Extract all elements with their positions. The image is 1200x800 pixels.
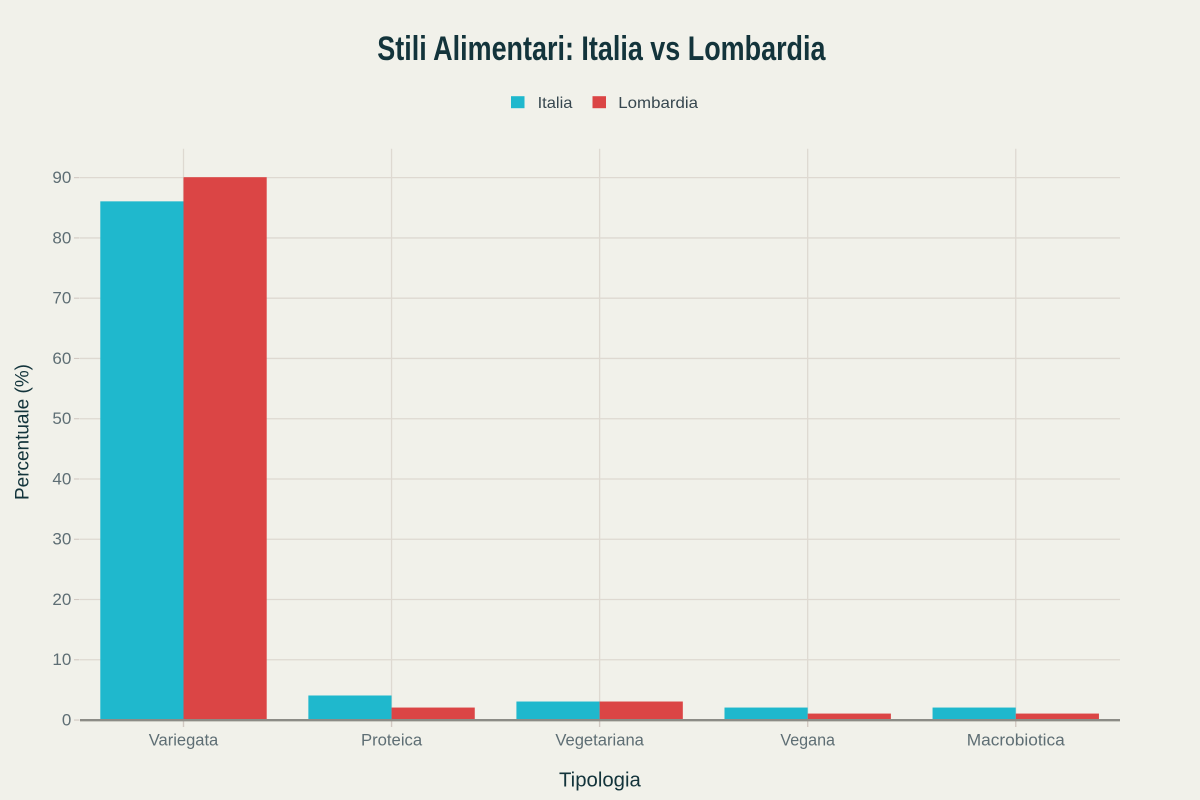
svg-text:Italia: Italia (538, 95, 573, 112)
svg-text:20: 20 (52, 590, 71, 609)
svg-text:50: 50 (52, 409, 71, 428)
svg-text:80: 80 (52, 228, 71, 247)
svg-text:Stili Alimentari: Italia vs Lo: Stili Alimentari: Italia vs Lombardia (377, 30, 826, 68)
svg-text:30: 30 (52, 530, 71, 549)
svg-text:Macrobiotica: Macrobiotica (967, 731, 1066, 750)
svg-text:Percentuale (%): Percentuale (%) (13, 364, 34, 500)
svg-text:90: 90 (52, 168, 71, 187)
svg-text:Proteica: Proteica (361, 731, 423, 750)
svg-text:60: 60 (52, 349, 71, 368)
svg-text:Tipologia: Tipologia (559, 769, 642, 791)
svg-text:0: 0 (62, 710, 71, 729)
svg-text:40: 40 (52, 469, 71, 488)
svg-text:70: 70 (52, 289, 71, 308)
svg-text:Vegana: Vegana (780, 731, 835, 750)
svg-text:Vegetariana: Vegetariana (555, 731, 644, 750)
svg-text:10: 10 (52, 650, 71, 669)
svg-text:Lombardia: Lombardia (618, 95, 698, 112)
svg-text:Variegata: Variegata (149, 731, 219, 750)
